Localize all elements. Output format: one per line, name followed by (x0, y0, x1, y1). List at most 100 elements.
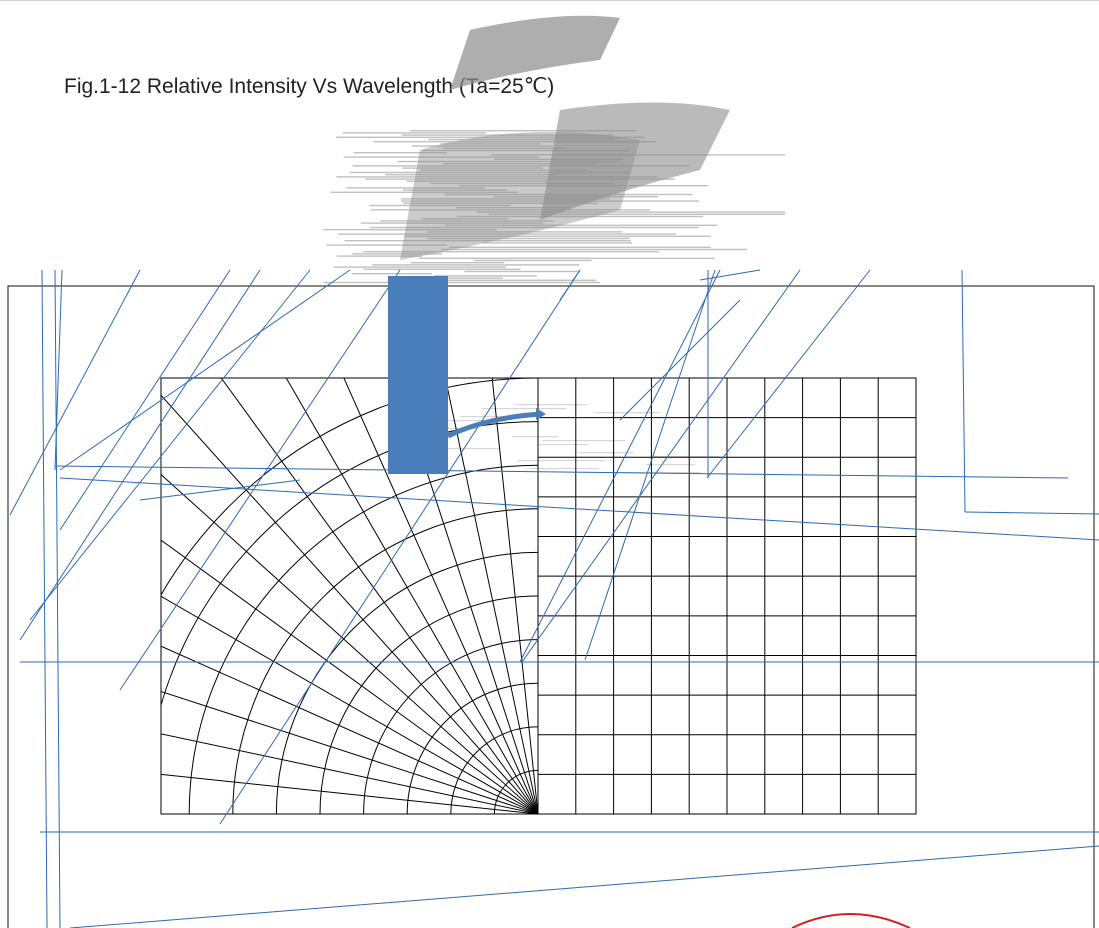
scan-stroke (403, 189, 507, 191)
overlay-line (964, 511, 1099, 515)
scan-stroke (410, 130, 637, 132)
polar-ring (161, 378, 538, 597)
scan-stroke (511, 436, 559, 438)
overlay-line (706, 269, 871, 479)
scan-artifact (323, 15, 785, 474)
scan-stroke (456, 215, 704, 218)
polar-ring (450, 726, 538, 814)
overlay-line (9, 269, 141, 516)
scan-stroke (330, 191, 518, 193)
polar-spoke (220, 378, 538, 814)
scan-stroke (410, 262, 505, 264)
polar-quadrant (161, 378, 538, 814)
polar-ring (319, 595, 538, 814)
scan-stroke (517, 460, 606, 462)
overlay-line (29, 269, 311, 621)
scan-stroke (397, 160, 621, 163)
polar-spoke (343, 378, 538, 814)
overlay-line (59, 477, 1099, 541)
scan-stroke (488, 213, 785, 215)
scan-stroke (408, 279, 596, 281)
polar-spoke (161, 773, 538, 814)
scan-stroke (411, 145, 553, 147)
scan-stroke (541, 440, 626, 442)
scan-stroke (342, 132, 487, 134)
marker-arrow-head (536, 408, 546, 420)
scan-stroke (403, 202, 598, 204)
scan-stroke (323, 281, 601, 284)
scan-stroke (336, 176, 658, 178)
polar-spoke (161, 473, 538, 814)
polar-spoke (491, 378, 538, 814)
scan-stroke (401, 134, 614, 136)
scan-stroke (449, 246, 711, 248)
scan-stroke (364, 178, 675, 180)
polar-ring (275, 551, 538, 814)
scan-stroke (460, 416, 506, 418)
scan-stroke (440, 248, 747, 251)
overlay-line (519, 269, 721, 663)
scan-stroke (353, 152, 447, 154)
scan-stroke (349, 171, 631, 174)
scan-stroke (464, 270, 580, 273)
polar-ring (188, 464, 538, 814)
polar-ring (493, 769, 538, 814)
scan-stroke (651, 456, 720, 458)
scan-stroke (538, 444, 588, 446)
scan-stroke (418, 257, 715, 259)
polar-spoke (161, 394, 538, 814)
overlay-line (119, 269, 401, 691)
scan-stroke (616, 472, 701, 474)
overlay-line (139, 479, 301, 501)
overlay-line (521, 269, 801, 663)
scan-stroke (352, 165, 689, 167)
overlay-line (54, 269, 61, 928)
scan-stroke (473, 259, 592, 262)
scan-stroke (422, 149, 630, 152)
scan-stroke (645, 464, 695, 466)
polar-ring (363, 639, 538, 814)
polar-spoke (285, 378, 538, 814)
overlay-line (59, 269, 231, 531)
scan-stroke (351, 273, 432, 275)
scan-stroke (352, 253, 443, 255)
overlay-line (41, 269, 48, 928)
scan-stroke (323, 229, 497, 231)
scan-stroke (515, 404, 588, 406)
scan-stroke (343, 156, 540, 158)
scan-blob (450, 15, 620, 90)
figure-title: Fig.1-12 Relative Intensity Vs Wavelengt… (64, 75, 555, 98)
scan-stroke (428, 138, 615, 141)
scan-stroke (578, 452, 634, 454)
scan-stroke (430, 182, 615, 185)
scan-stroke (421, 218, 509, 220)
polar-ring (161, 421, 538, 708)
polar-spoke (161, 645, 538, 814)
scan-stroke (394, 277, 503, 279)
scan-stroke (333, 266, 507, 268)
polar-ring (232, 508, 538, 814)
scan-stroke (442, 163, 596, 165)
scan-stroke (476, 211, 785, 213)
scan-stroke (326, 244, 447, 246)
scan-stroke (427, 231, 623, 233)
polar-spoke (161, 539, 538, 814)
scan-stroke (360, 222, 544, 224)
overlay-line (69, 845, 1099, 928)
scan-stroke (402, 167, 543, 169)
scan-stroke (427, 237, 630, 240)
scan-blob (540, 102, 730, 220)
overlay-line (584, 269, 716, 661)
marker-arrow (446, 411, 541, 439)
overlay-lines (9, 269, 1099, 928)
overlay-line (559, 269, 581, 301)
scan-blob (400, 132, 640, 260)
outer-frame (7, 285, 1095, 928)
overlay-line (54, 269, 63, 471)
scan-stroke (338, 233, 676, 235)
scan-stroke (346, 187, 485, 189)
scan-stroke (363, 251, 660, 253)
scan-stroke (370, 209, 650, 211)
overlay-line (699, 269, 761, 281)
